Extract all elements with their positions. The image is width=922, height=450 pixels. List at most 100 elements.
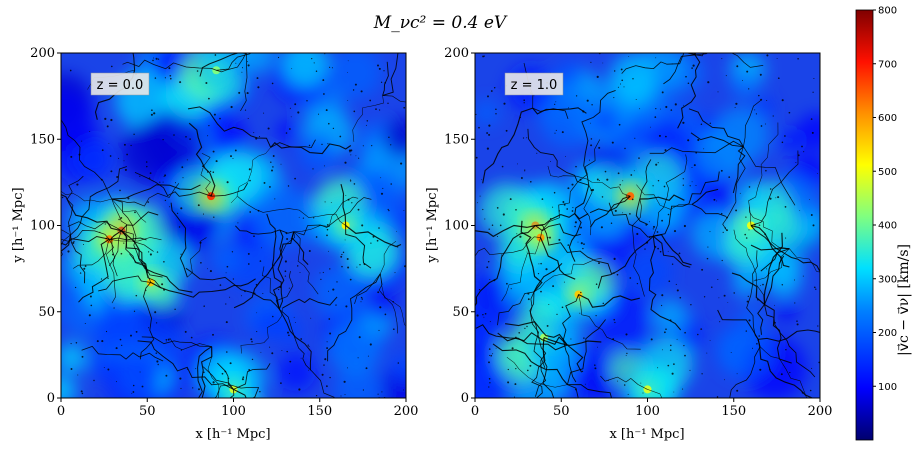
halo-dot: [353, 110, 356, 113]
halo-dot: [315, 70, 318, 72]
filament: [61, 234, 72, 252]
halo-dot: [132, 391, 135, 393]
halo-dot: [387, 208, 389, 211]
halo-dot: [475, 113, 477, 115]
halo-dot: [679, 296, 682, 299]
halo-dot: [134, 211, 136, 214]
colorbar-gradient: [855, 9, 874, 441]
halo-dot: [298, 216, 300, 218]
filament: [621, 53, 696, 74]
halo-dot: [624, 147, 626, 150]
halo-dot: [625, 333, 628, 336]
filament: [282, 296, 338, 309]
field-blob: [592, 107, 619, 134]
filament: [764, 304, 792, 364]
filament: [211, 182, 248, 197]
halo-dot: [107, 368, 110, 371]
halo-dot: [324, 201, 326, 203]
halo-dot: [623, 86, 625, 88]
filament: [61, 234, 71, 258]
halo-dot: [294, 321, 296, 323]
halo-dot: [580, 242, 583, 245]
halo-dot: [655, 57, 657, 59]
halo-dot: [116, 175, 119, 179]
halo-dot: [547, 236, 549, 239]
halo-dot: [758, 94, 760, 97]
halo-dot: [682, 178, 684, 180]
filament: [70, 166, 128, 236]
halo-dot: [119, 338, 122, 341]
field-blob: [253, 309, 282, 338]
filament: [635, 198, 649, 225]
halo-dot: [277, 56, 280, 59]
halo-dot: [769, 369, 771, 371]
halo-dot: [139, 371, 141, 373]
halo-dot: [496, 207, 499, 209]
halo-dot: [126, 153, 128, 156]
y-tick-label: 100: [30, 219, 55, 234]
halo-dot: [671, 63, 673, 65]
halo-dot: [781, 141, 784, 144]
halo-dot: [344, 239, 346, 241]
halo-dot: [670, 344, 672, 347]
halo-dot: [673, 363, 675, 365]
halo-dot: [684, 354, 686, 357]
halo-dot: [367, 355, 369, 357]
halo-dot: [488, 378, 491, 380]
halo-dot: [163, 175, 165, 178]
halo-dot: [224, 370, 227, 373]
halo-dot: [90, 304, 93, 307]
halo-dot: [339, 135, 342, 138]
halo-dot: [248, 168, 251, 171]
x-axis-label-right: x [h⁻¹ Mpc]: [609, 427, 684, 442]
halo-dot: [598, 180, 600, 182]
filament: [746, 250, 759, 340]
halo-dot: [212, 333, 214, 336]
filament: [261, 266, 280, 310]
halo-dot: [255, 137, 258, 140]
halo-dot: [371, 145, 373, 147]
halo-dot: [509, 198, 512, 201]
halo-dot: [706, 257, 709, 260]
halo-dot: [684, 331, 686, 334]
halo-dot: [632, 78, 634, 80]
halo-dot: [580, 291, 582, 294]
halo-dot: [394, 272, 396, 274]
filament: [98, 275, 151, 292]
filament: [532, 107, 569, 120]
halo-dot: [796, 323, 799, 326]
halo-dot: [757, 339, 759, 341]
halo-dot: [655, 108, 657, 110]
halo-dot: [490, 90, 493, 92]
halo-dot: [340, 395, 342, 397]
filament: [566, 319, 606, 385]
filament: [750, 150, 799, 226]
halo-dot: [655, 163, 658, 166]
halo-dot: [745, 216, 747, 218]
halo-dot: [403, 106, 406, 109]
halo-dot: [293, 316, 295, 318]
halo-dot: [274, 198, 276, 200]
halo-dot: [788, 111, 791, 114]
filament: [270, 139, 316, 149]
halo-dot: [246, 92, 249, 95]
filament: [279, 308, 335, 398]
halo-dot: [226, 265, 229, 268]
halo-dot: [764, 233, 766, 235]
halo-dot: [294, 103, 297, 106]
halo-dot: [676, 289, 679, 292]
halo-dot: [691, 67, 693, 69]
filament: [581, 89, 616, 186]
filament: [764, 255, 785, 305]
halo-dot: [308, 345, 310, 348]
halo-dot: [785, 348, 787, 351]
filament: [694, 53, 705, 57]
colorbar-label: |v⃗c − v⃗ν| [km/s]: [896, 244, 912, 356]
halo-dot: [244, 290, 246, 293]
halo-dot: [111, 253, 114, 256]
halo-dot: [311, 57, 313, 60]
halo-dot: [619, 83, 622, 85]
halo-dot: [760, 98, 763, 101]
halo-dot: [256, 77, 259, 80]
halo-dot: [720, 212, 723, 215]
